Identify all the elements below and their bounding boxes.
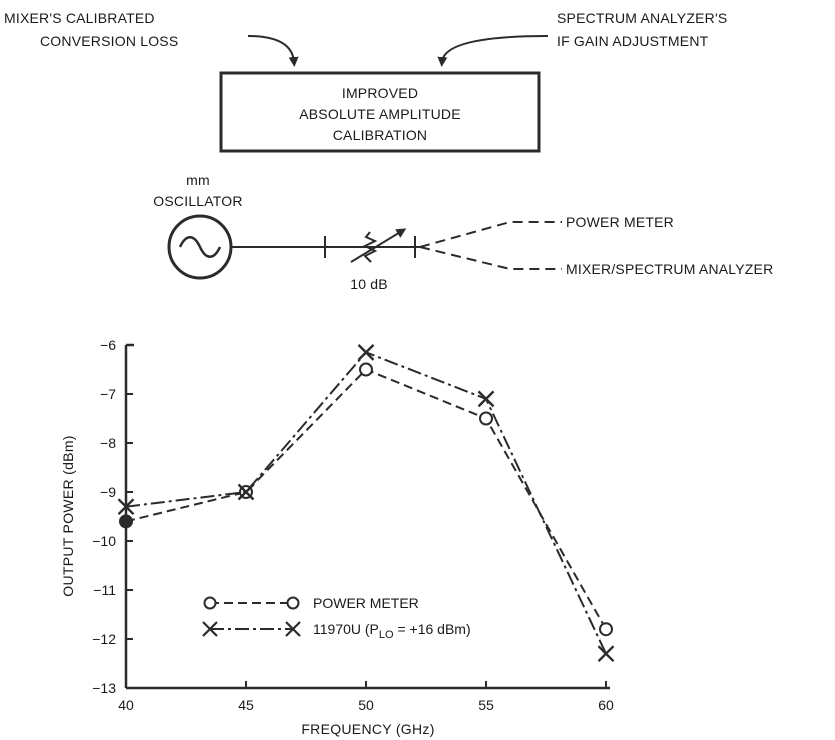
y-tick-label: −6	[100, 337, 116, 353]
x-tick-label: 45	[238, 697, 254, 713]
x-tick-label: 40	[118, 697, 134, 713]
sa-gain-arrow	[437, 35, 549, 67]
legend-11970u-marker-left	[202, 621, 218, 637]
legend-11970u-suffix: = +16 dBm)	[394, 621, 471, 637]
legend: POWER METER 11970U (PLO = +16 dBm)	[202, 595, 471, 641]
calibration-box-line3: CALIBRATION	[333, 127, 428, 143]
y-axis-title: OUTPUT POWER (dBm)	[60, 435, 76, 596]
legend-11970u-subscript: LO	[379, 629, 394, 641]
11970u-point	[357, 344, 375, 361]
path-to-mixer-analyzer	[419, 246, 562, 270]
power-meter-label: POWER METER	[566, 214, 674, 230]
power-meter-point	[479, 411, 493, 426]
attenuator-resistor-icon	[362, 231, 378, 263]
y-tick-label: −10	[92, 533, 116, 549]
y-tick-label: −12	[92, 631, 116, 647]
11970u-point	[117, 498, 135, 516]
11970u-point	[237, 483, 255, 501]
oscillator-label-line2: OSCILLATOR	[153, 193, 242, 209]
path-to-power-meter	[419, 221, 562, 248]
mixer-loss-label-line2: CONVERSION LOSS	[40, 33, 178, 49]
attenuator-label: 10 dB	[350, 276, 388, 292]
sine-wave-icon	[178, 236, 222, 258]
power-meter-point	[359, 362, 373, 377]
y-tick-label: −8	[100, 435, 116, 451]
legend-power-meter-label: POWER METER	[313, 595, 419, 611]
y-tick-label: −13	[92, 680, 116, 696]
power-meter-point	[119, 514, 133, 529]
11970u-point	[477, 390, 495, 408]
oscillator-label-line1: mm	[186, 172, 210, 188]
y-axis-ticks: −6 −7 −8 −9 −10 −11 −12 −13	[92, 337, 133, 696]
y-tick-label: −11	[93, 582, 116, 598]
y-tick-label: −9	[100, 484, 116, 500]
calibration-box	[219, 71, 541, 153]
x-axis-ticks: 40 45 50 55 60	[118, 681, 614, 713]
y-tick-label: −7	[100, 386, 116, 402]
x-tick-label: 50	[358, 697, 374, 713]
calibration-block-diagram: MIXER'S CALIBRATED CONVERSION LOSS SPECT…	[4, 10, 727, 153]
legend-power-meter-marker-right	[286, 596, 300, 610]
attenuator-variable-arrow	[350, 228, 407, 263]
mixer-loss-label-line1: MIXER'S CALIBRATED	[4, 10, 155, 26]
legend-11970u-prefix: 11970U (P	[313, 621, 379, 637]
legend-power-meter-marker-left	[203, 596, 217, 610]
11970u-point	[597, 645, 615, 663]
power-meter-point	[599, 622, 613, 637]
measurement-setup-diagram: mm OSCILLATOR 10 dB POWER METER MIXER/SP…	[153, 172, 773, 292]
legend-11970u-label: 11970U (PLO = +16 dBm)	[313, 621, 471, 641]
x-tick-label: 60	[598, 697, 614, 713]
mixer-loss-arrow	[247, 35, 299, 67]
sa-gain-label-line2: IF GAIN ADJUSTMENT	[557, 33, 709, 49]
legend-11970u-marker-right	[285, 621, 301, 637]
calibration-box-line1: IMPROVED	[342, 85, 418, 101]
mixer-analyzer-label: MIXER/SPECTRUM ANALYZER	[566, 261, 773, 277]
x-tick-label: 55	[478, 697, 494, 713]
power-vs-frequency-chart: −6 −7 −8 −9 −10 −11 −12 −13 40 45 50 55 60 OUTPUT P…	[60, 337, 615, 737]
x-axis-title: FREQUENCY (GHz)	[301, 721, 434, 737]
calibration-box-line2: ABSOLUTE AMPLITUDE	[299, 106, 461, 122]
data-series	[117, 344, 615, 663]
sa-gain-label-line1: SPECTRUM ANALYZER'S	[557, 10, 727, 26]
